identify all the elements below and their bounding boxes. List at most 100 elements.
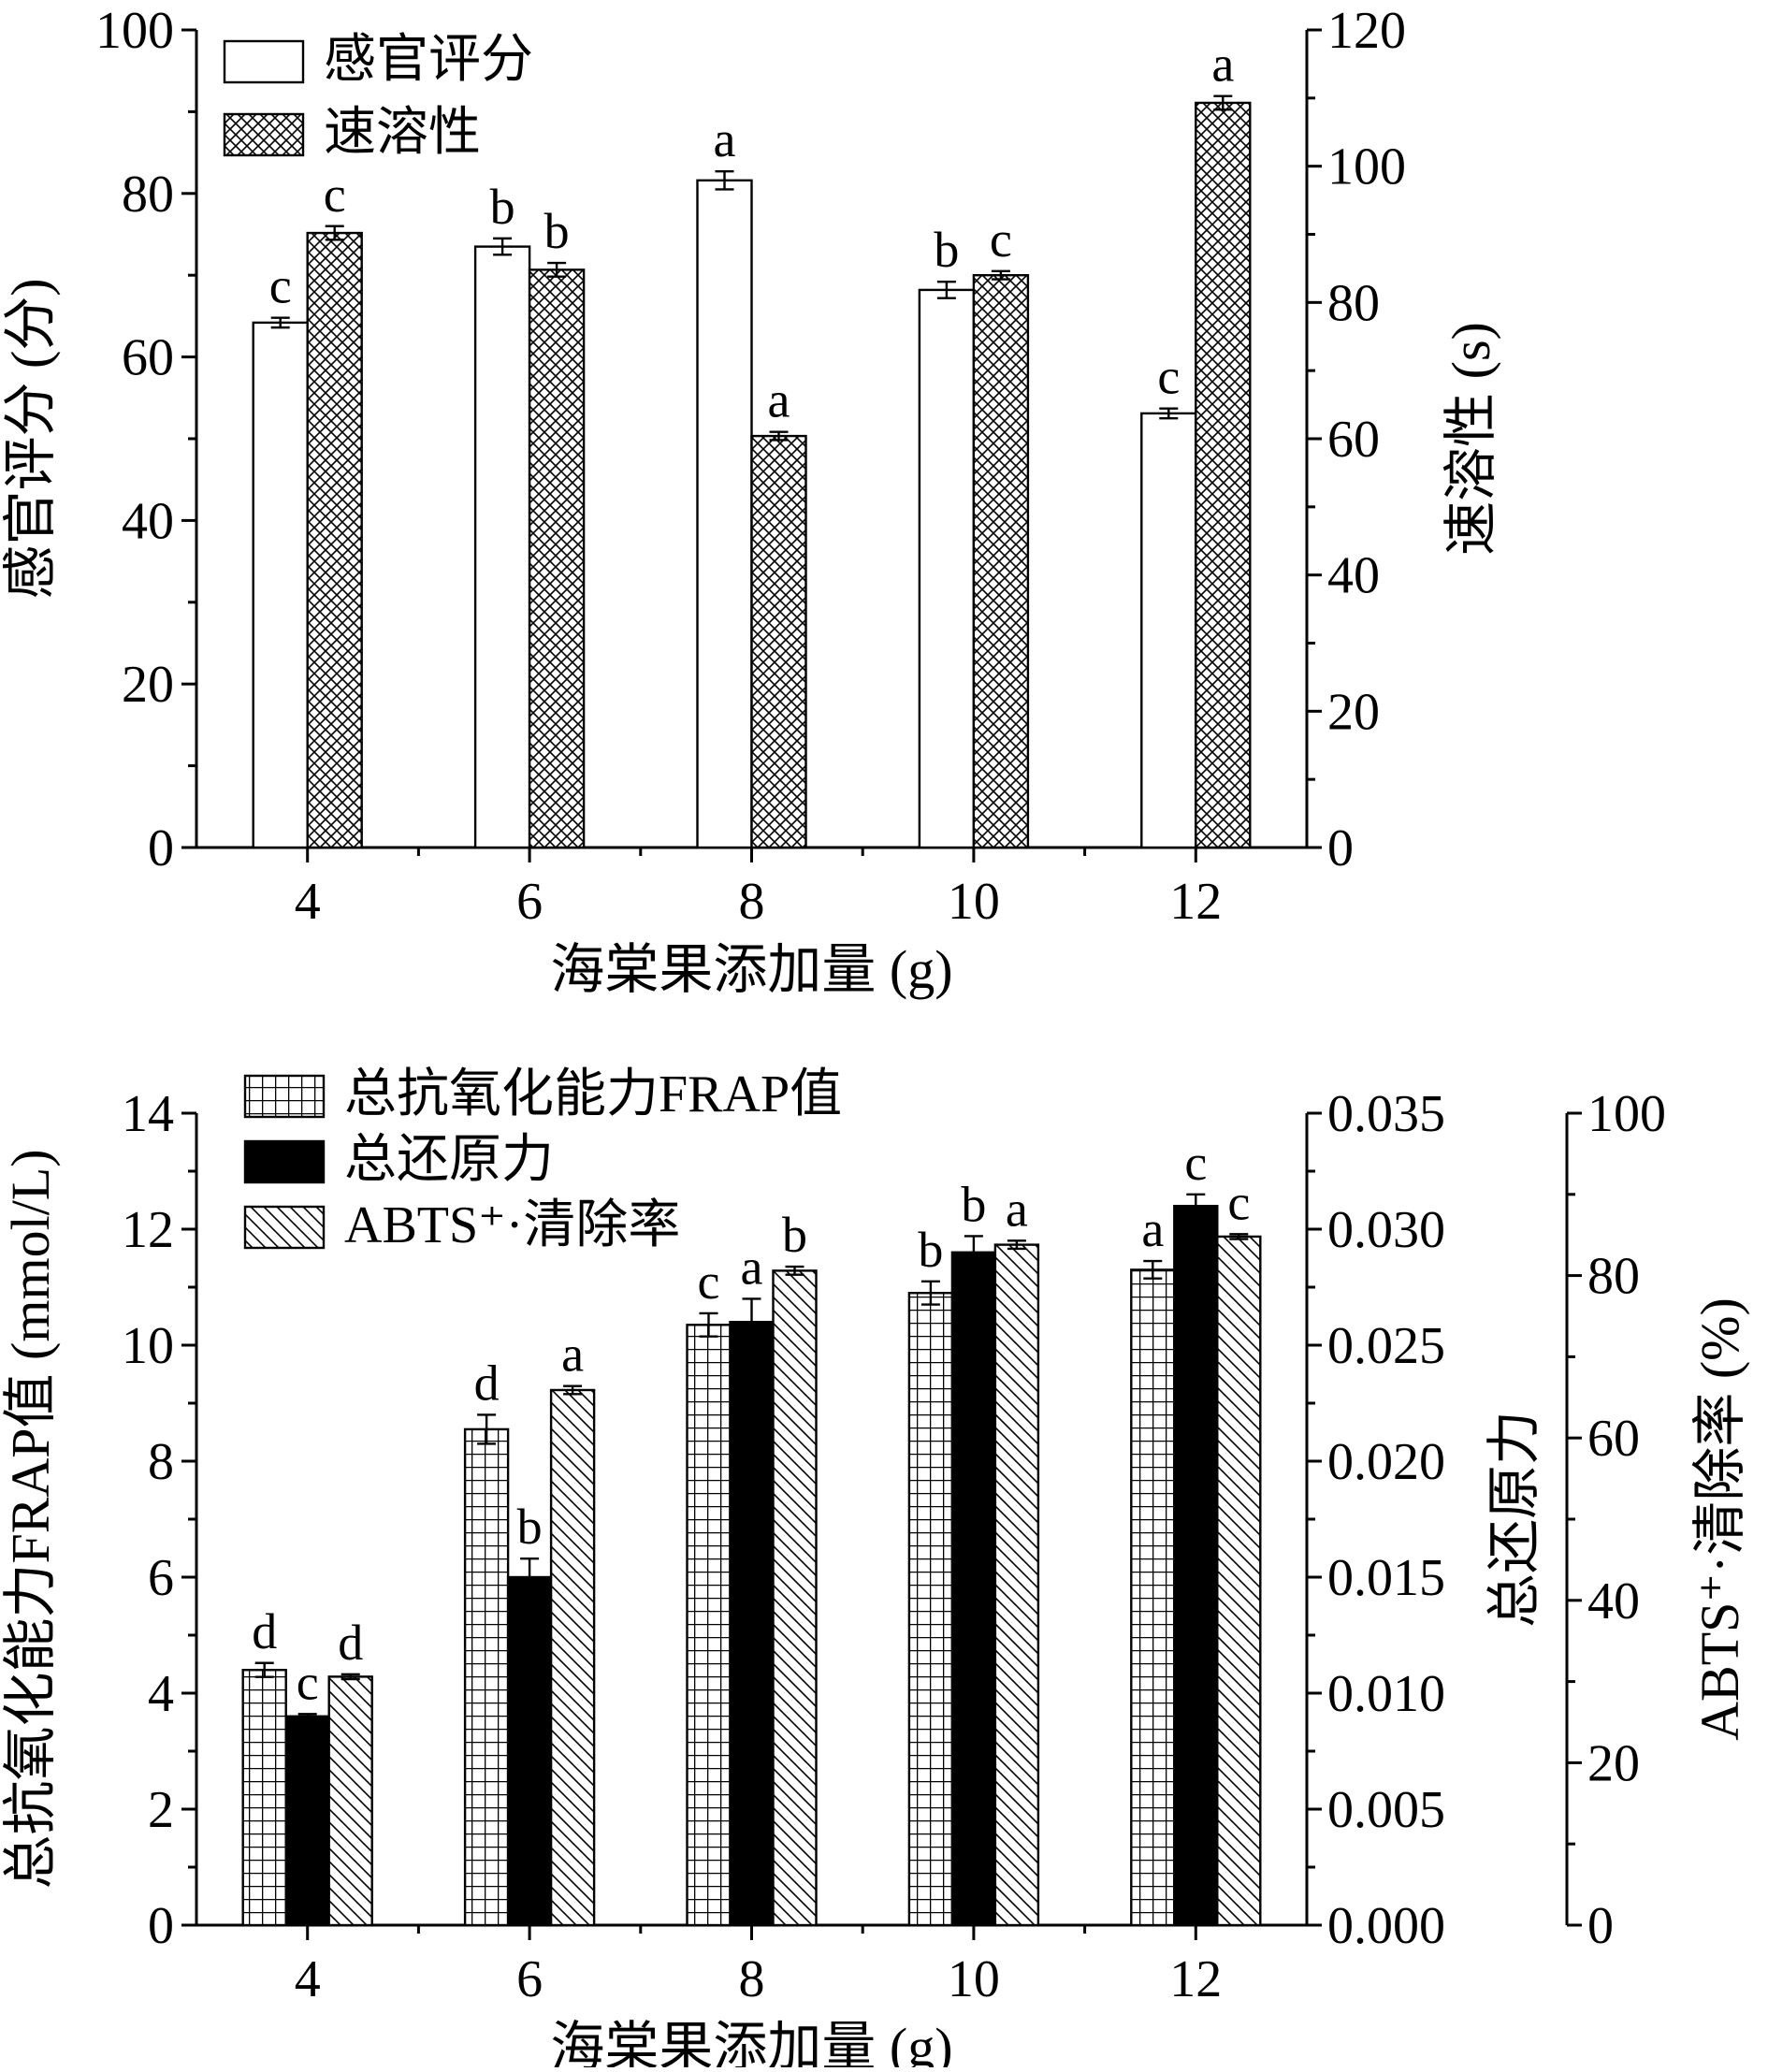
significance-label: c	[1157, 349, 1180, 405]
right-tick-label: 20	[1327, 683, 1380, 741]
significance-label: c	[1227, 1174, 1250, 1230]
significance-label: d	[338, 1615, 363, 1671]
legend-label: 速溶性	[324, 104, 481, 162]
bar-crosshatch	[972, 274, 1030, 849]
x-tick-label: 10	[948, 873, 1000, 931]
significance-label: b	[961, 1176, 986, 1232]
significance-label: c	[698, 1253, 720, 1310]
right-tick-label: 60	[1327, 411, 1380, 469]
right1-axis-title: 总还原力	[1484, 1411, 1544, 1628]
significance-label: a	[768, 372, 790, 428]
right-axis-title: 速溶性 (s)	[1441, 322, 1501, 556]
right1-tick-label: 0.015	[1327, 1549, 1445, 1607]
left-tick-label: 0	[148, 819, 174, 877]
significance-label: d	[474, 1355, 500, 1411]
bar-diagonal	[549, 1388, 596, 1927]
significance-label: b	[934, 222, 959, 278]
bar-black	[506, 1575, 553, 1927]
sensory-solubility-chart: 4 6 8 10 12 海棠果添加量 (g) 0 20 40 60 80 100 感官评分 (分) 0 20…	[0, 2, 1501, 1000]
legend-swatch	[243, 1139, 326, 1184]
bar-white	[252, 321, 309, 849]
right1-tick-label: 0.025	[1327, 1317, 1445, 1375]
bar-black	[950, 1251, 997, 1927]
x-tick-label: 8	[739, 873, 765, 931]
bar-black	[1173, 1204, 1219, 1927]
right-tick-label: 80	[1327, 274, 1380, 332]
bar-white	[696, 179, 753, 849]
right1-tick-label: 0.000	[1327, 1897, 1445, 1955]
significance-label: c	[297, 1654, 319, 1710]
bar-crosshatch	[528, 268, 586, 849]
right1-tick-label: 0.035	[1327, 1085, 1445, 1143]
right1-tick-label: 0.005	[1327, 1781, 1445, 1839]
right-tick-label: 40	[1327, 547, 1380, 605]
legend-label: 总抗氧化能力FRAP值	[344, 1065, 842, 1123]
right2-tick-label: 0	[1587, 1897, 1614, 1955]
left-tick-label: 12	[122, 1201, 174, 1259]
left-tick-label: 80	[122, 166, 174, 224]
right2-tick-label: 80	[1587, 1248, 1640, 1306]
x-axis-title: 海棠果添加量 (g)	[550, 939, 952, 1000]
antioxidant-chart: 4 6 8 10 12 海棠果添加量 (g) 0 2 4 6 8 10 12 14 总抗氧化能力FRAP值 …	[0, 1065, 1750, 2072]
left-tick-label: 10	[122, 1317, 174, 1375]
bar-white	[473, 245, 531, 849]
bar-black	[729, 1320, 775, 1927]
significance-label: b	[490, 179, 515, 235]
bar-white	[918, 288, 976, 849]
right2-axis-title: ABTS⁺·清除率 (%)	[1689, 1297, 1750, 1741]
x-tick-label: 10	[948, 1950, 1000, 2008]
x-tick-label: 12	[1169, 1950, 1222, 2008]
legend-swatch	[223, 39, 305, 84]
significance-label: a	[1141, 1201, 1164, 1257]
left-tick-label: 4	[148, 1665, 174, 1723]
right2-tick-label: 60	[1587, 1410, 1640, 1468]
bar-white	[1140, 412, 1197, 849]
left-tick-label: 6	[148, 1549, 174, 1607]
left-tick-label: 8	[148, 1433, 174, 1491]
significance-label: c	[1184, 1135, 1207, 1191]
left-axis-title: 总抗氧化能力FRAP值 (mmol/L)	[0, 1149, 61, 1889]
significance-label: b	[517, 1499, 543, 1555]
right-tick-label: 120	[1327, 2, 1406, 60]
significance-label: b	[544, 203, 570, 259]
bar-grid	[463, 1427, 510, 1927]
x-tick-label: 4	[295, 1950, 321, 2008]
legend-swatch	[243, 1205, 326, 1250]
left-tick-label: 2	[148, 1781, 174, 1839]
legend-label: ABTS⁺·清除率	[344, 1196, 680, 1254]
legend-swatch	[243, 1074, 326, 1119]
right2-tick-label: 100	[1587, 1085, 1666, 1143]
significance-label: b	[918, 1222, 943, 1278]
left-tick-label: 40	[122, 492, 174, 550]
right2-tick-label: 20	[1587, 1734, 1640, 1792]
bar-crosshatch	[1195, 101, 1252, 849]
left-tick-label: 14	[122, 1085, 174, 1143]
x-tick-label: 8	[739, 1950, 765, 2008]
bar-crosshatch	[750, 434, 807, 849]
left-tick-label: 20	[122, 656, 174, 714]
left-tick-label: 60	[122, 329, 174, 387]
significance-label: a	[561, 1326, 584, 1383]
significance-label: d	[252, 1603, 277, 1659]
bar-grid	[907, 1291, 954, 1927]
legend-label: 总还原力	[344, 1131, 554, 1189]
significance-label: a	[1006, 1181, 1028, 1237]
bar-grid	[686, 1324, 732, 1927]
bar-diagonal	[327, 1675, 373, 1927]
right1-tick-label: 0.020	[1327, 1433, 1445, 1491]
x-tick-label: 6	[516, 1950, 543, 2008]
bar-diagonal	[1216, 1235, 1262, 1927]
bar-diagonal	[772, 1269, 818, 1927]
x-tick-label: 12	[1169, 873, 1222, 931]
right2-tick-label: 40	[1587, 1572, 1640, 1630]
significance-label: c	[269, 258, 292, 314]
right1-tick-label: 0.010	[1327, 1665, 1445, 1723]
legend-swatch	[223, 112, 305, 157]
significance-label: a	[1211, 36, 1234, 93]
right-tick-label: 100	[1327, 138, 1406, 196]
bar-diagonal	[993, 1243, 1040, 1927]
right1-tick-label: 0.030	[1327, 1201, 1445, 1259]
bar-grid	[241, 1668, 287, 1927]
significance-label: a	[741, 1239, 763, 1295]
